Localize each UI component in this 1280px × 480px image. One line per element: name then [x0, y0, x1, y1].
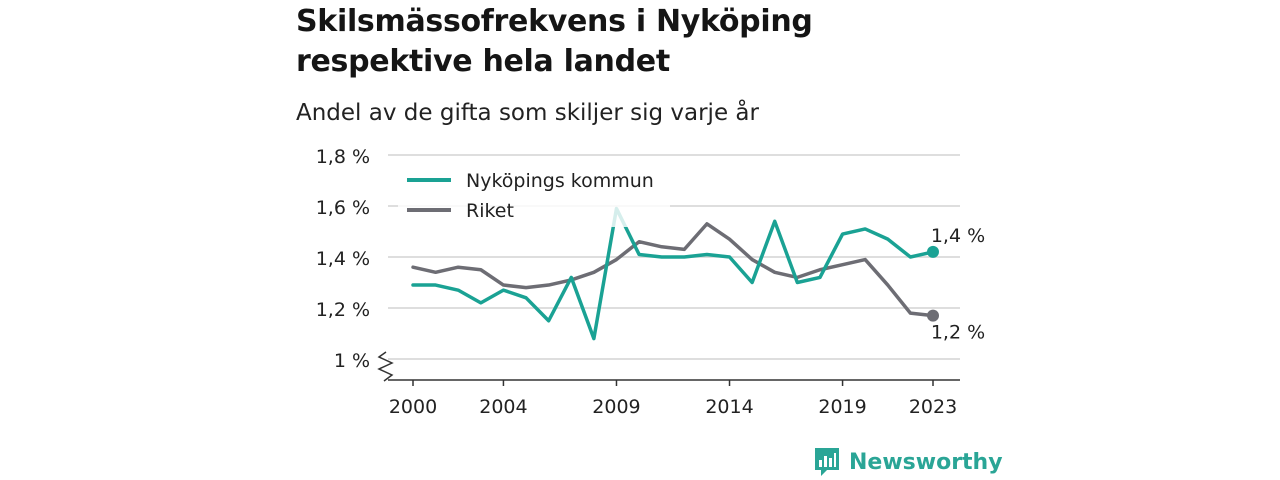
- chart-subtitle: Andel av de gifta som skiljer sig varje …: [296, 100, 759, 126]
- end-labels: 1,4 % 1,2 %: [927, 225, 985, 344]
- series-line-riket: [411, 222, 935, 318]
- chart-title: Skilsmässofrekvens i Nyköping respektive…: [296, 4, 813, 79]
- x-tick-label: 2004: [479, 396, 527, 418]
- newsworthy-logo-text: Newsworthy: [849, 449, 1003, 475]
- legend-background: [398, 163, 670, 227]
- series-lines: [411, 206, 935, 341]
- y-tick-label: 1,8 %: [316, 146, 370, 168]
- newsworthy-logo-icon: [815, 448, 839, 476]
- end-value-label: 1,4 %: [931, 225, 985, 247]
- x-tick-label: 2023: [909, 396, 957, 418]
- y-axis-break-mark: [377, 351, 394, 382]
- legend: Nyköpings kommun Riket: [398, 163, 670, 227]
- x-tick-label: 2009: [592, 396, 640, 418]
- y-tick-label: 1,2 %: [316, 299, 370, 321]
- y-tick-label: 1,4 %: [316, 248, 370, 270]
- x-tick-label: 2014: [705, 396, 753, 418]
- x-tick-label: 2000: [389, 396, 437, 418]
- gridlines: [388, 154, 960, 360]
- x-axis: 2000 2004 2009 2014 2019 2023: [388, 379, 960, 418]
- y-tick-label: 1 %: [334, 350, 370, 372]
- newsworthy-logo: Newsworthy: [813, 446, 1003, 478]
- y-tick-label: 1,6 %: [316, 197, 370, 219]
- end-point-marker: [927, 245, 939, 258]
- end-value-label: 1,2 %: [931, 322, 985, 344]
- end-point-marker: [927, 309, 939, 322]
- legend-label: Nyköpings kommun: [466, 170, 654, 192]
- legend-label: Riket: [466, 200, 514, 222]
- series-line-nykoping: [411, 206, 935, 341]
- x-tick-label: 2019: [818, 396, 866, 418]
- y-axis-ticks: 1 % 1,2 % 1,4 % 1,6 % 1,8 %: [316, 146, 394, 382]
